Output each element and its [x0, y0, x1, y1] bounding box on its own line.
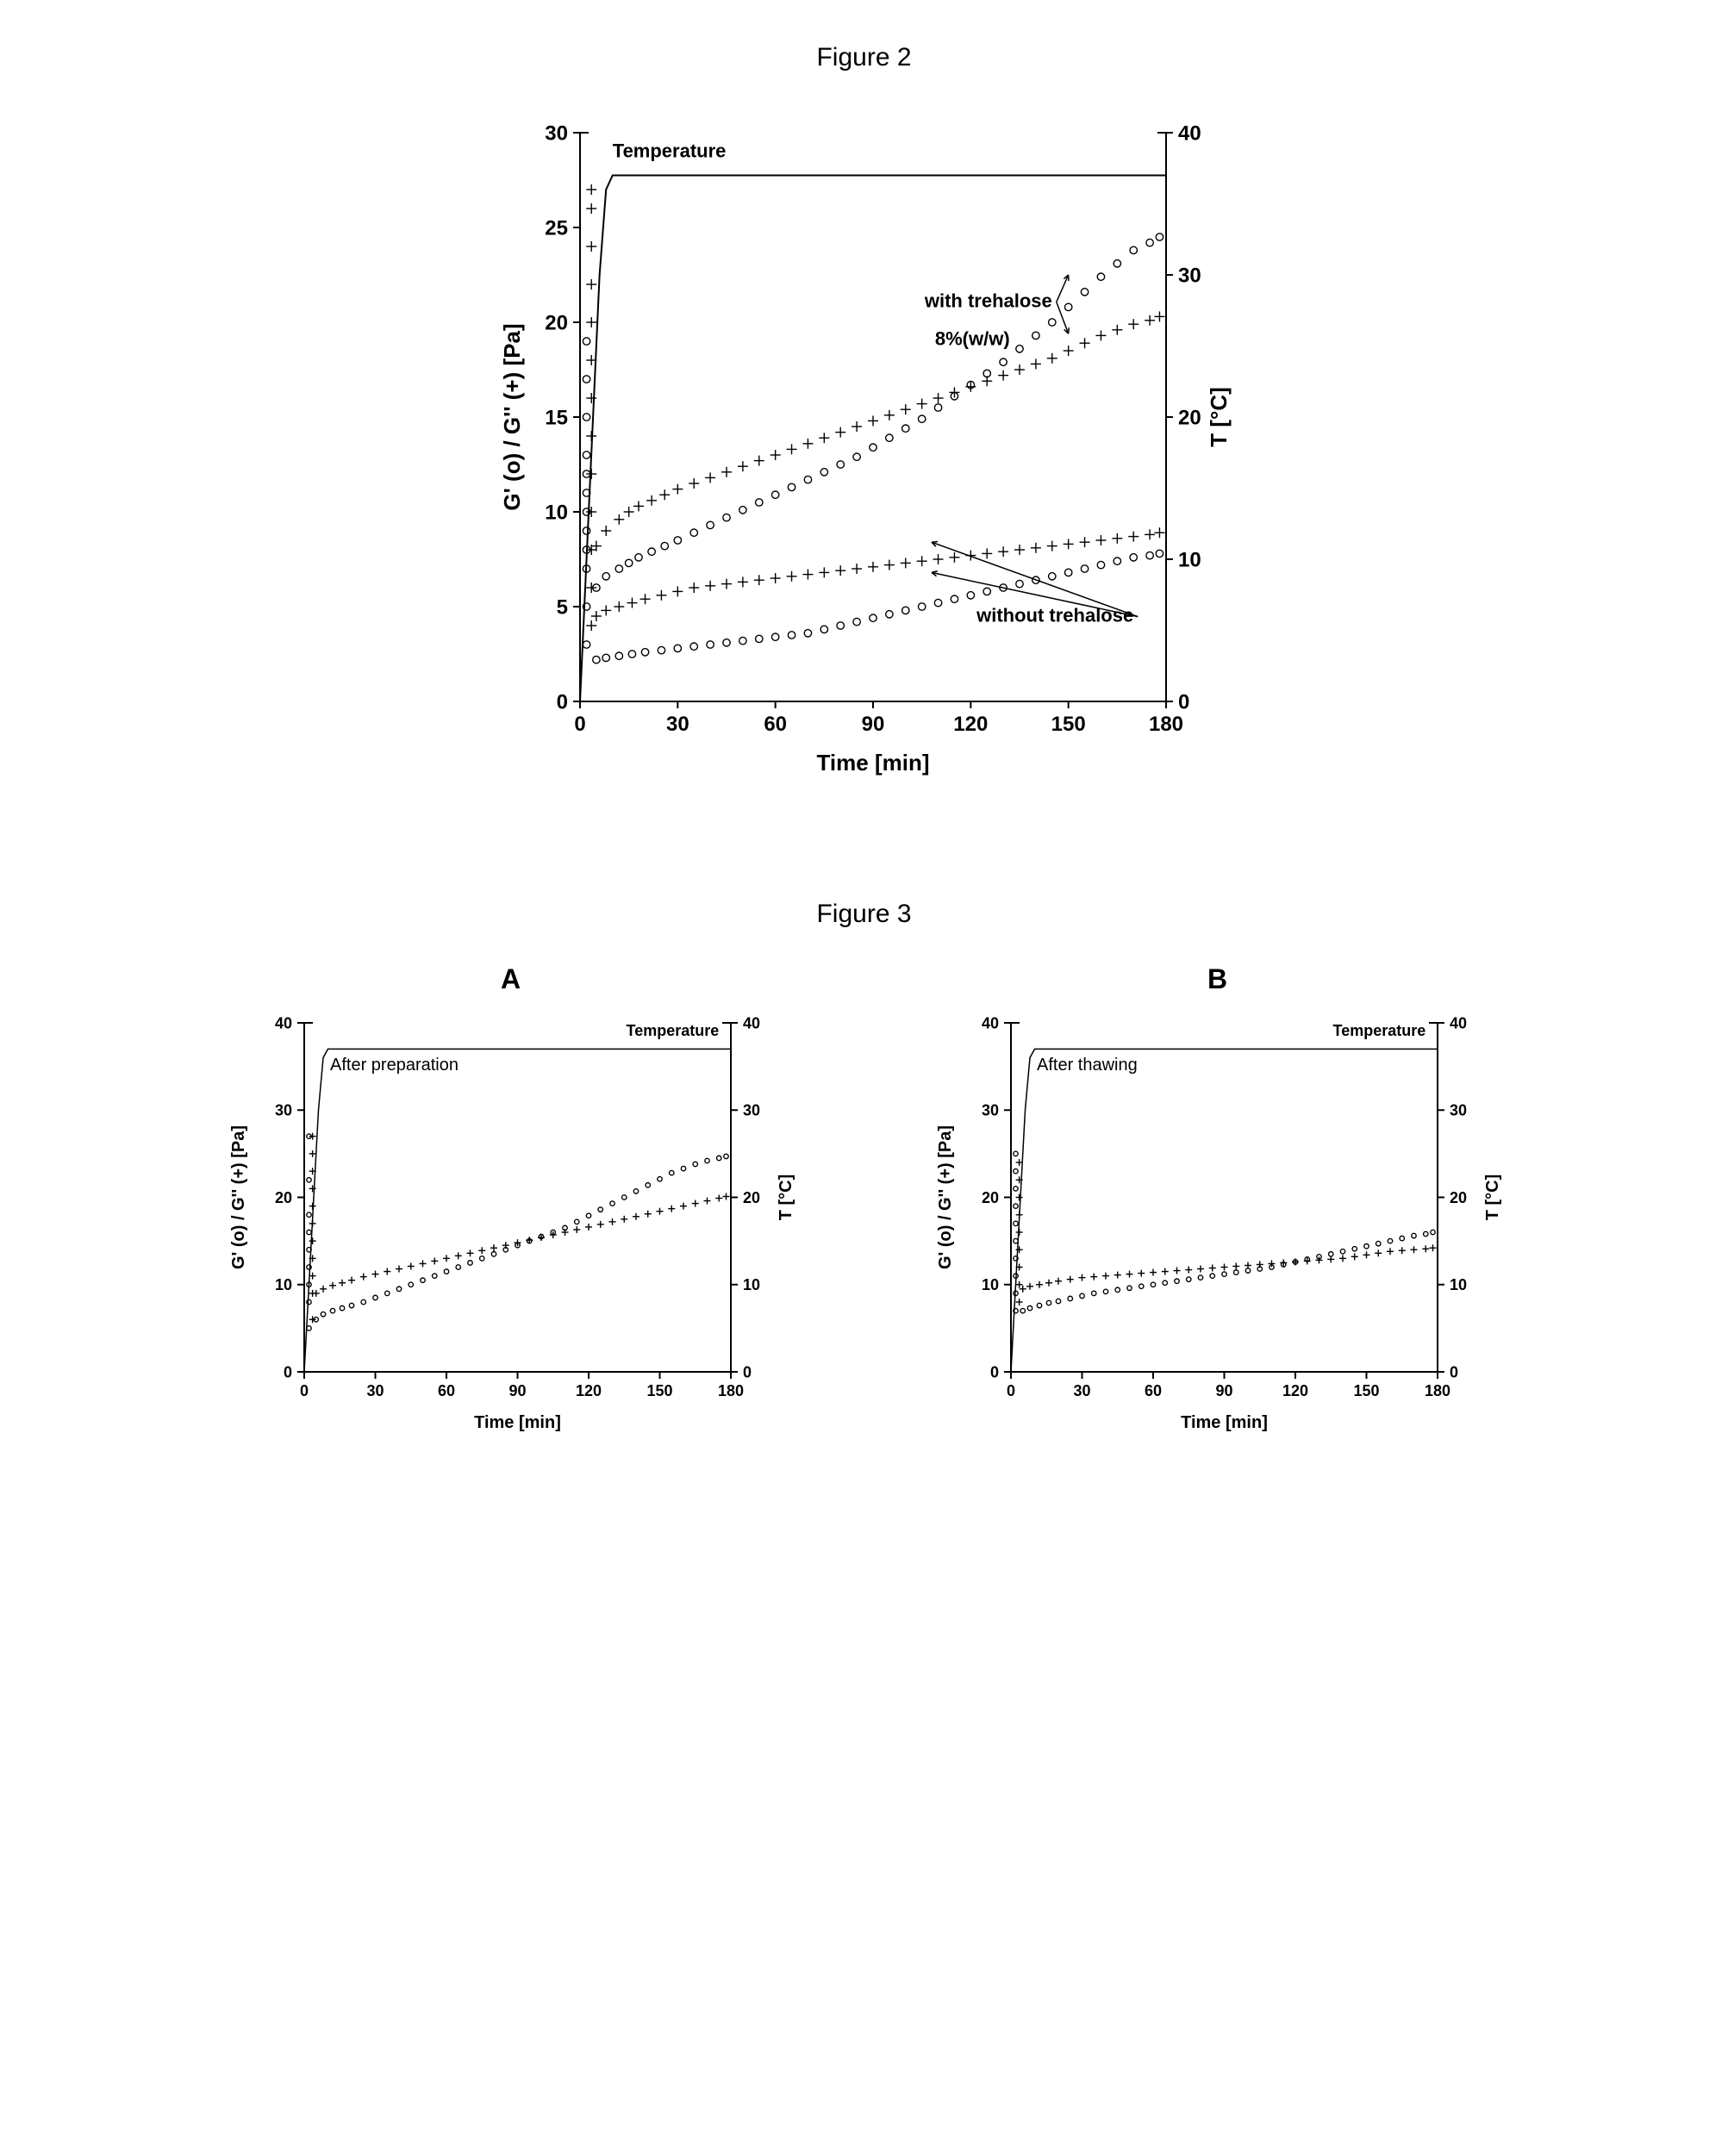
svg-text:5: 5 — [556, 595, 567, 619]
svg-text:T [°C]: T [°C] — [777, 1175, 795, 1221]
figure-2: Figure 2 0306090120150180051015202530010… — [69, 43, 1659, 779]
svg-text:Time [min]: Time [min] — [474, 1413, 561, 1432]
svg-text:0: 0 — [989, 1363, 998, 1380]
figure-3b-chart: 0306090120150180010203040010203040Time [… — [916, 1006, 1519, 1436]
svg-text:30: 30 — [274, 1102, 291, 1119]
svg-text:After thawing: After thawing — [1037, 1056, 1138, 1075]
svg-text:Temperature: Temperature — [612, 140, 726, 162]
svg-text:25: 25 — [545, 216, 568, 240]
svg-text:0: 0 — [556, 690, 567, 713]
svg-text:30: 30 — [366, 1382, 384, 1399]
svg-text:10: 10 — [274, 1276, 291, 1293]
svg-text:0: 0 — [1178, 690, 1189, 713]
svg-text:10: 10 — [743, 1276, 760, 1293]
svg-text:40: 40 — [981, 1014, 998, 1031]
svg-text:10: 10 — [1450, 1276, 1467, 1293]
panel-a-label: A — [501, 963, 521, 995]
svg-text:30: 30 — [545, 122, 568, 145]
svg-text:90: 90 — [508, 1382, 526, 1399]
svg-text:120: 120 — [953, 713, 988, 736]
svg-text:150: 150 — [646, 1382, 672, 1399]
figure-3-title: Figure 3 — [69, 900, 1659, 929]
svg-text:0: 0 — [574, 713, 585, 736]
svg-text:90: 90 — [861, 713, 884, 736]
svg-text:20: 20 — [274, 1189, 291, 1206]
svg-text:Time [min]: Time [min] — [1181, 1413, 1268, 1432]
svg-text:0: 0 — [283, 1363, 291, 1380]
svg-text:with trehalose: with trehalose — [923, 290, 1051, 311]
svg-text:60: 60 — [437, 1382, 454, 1399]
svg-text:20: 20 — [545, 311, 568, 334]
svg-text:0: 0 — [1006, 1382, 1014, 1399]
svg-text:30: 30 — [743, 1102, 760, 1119]
svg-text:without trehalose: without trehalose — [976, 605, 1133, 626]
svg-text:G' (o) / G'' (+) [Pa]: G' (o) / G'' (+) [Pa] — [229, 1125, 248, 1269]
svg-text:15: 15 — [545, 406, 568, 429]
svg-text:180: 180 — [1424, 1382, 1450, 1399]
svg-text:Temperature: Temperature — [626, 1022, 719, 1039]
svg-text:0: 0 — [1450, 1363, 1458, 1380]
svg-text:30: 30 — [1450, 1102, 1467, 1119]
svg-text:180: 180 — [717, 1382, 743, 1399]
figure-3: Figure 3 A 03060901201501800102030400102… — [69, 900, 1659, 1436]
svg-text:90: 90 — [1215, 1382, 1232, 1399]
svg-text:30: 30 — [665, 713, 689, 736]
svg-text:After preparation: After preparation — [330, 1056, 459, 1075]
svg-text:120: 120 — [1282, 1382, 1307, 1399]
svg-text:20: 20 — [1178, 406, 1201, 429]
svg-text:Time [min]: Time [min] — [816, 750, 929, 776]
svg-text:10: 10 — [545, 501, 568, 524]
svg-text:150: 150 — [1353, 1382, 1379, 1399]
svg-text:10: 10 — [1178, 548, 1201, 571]
svg-text:8%(w/w): 8%(w/w) — [934, 327, 1009, 349]
svg-text:20: 20 — [1450, 1189, 1467, 1206]
svg-text:G' (o) / G'' (+) [Pa]: G' (o) / G'' (+) [Pa] — [499, 323, 525, 510]
svg-text:60: 60 — [764, 713, 787, 736]
svg-text:180: 180 — [1148, 713, 1182, 736]
svg-text:G' (o) / G'' (+) [Pa]: G' (o) / G'' (+) [Pa] — [936, 1125, 955, 1269]
svg-text:60: 60 — [1144, 1382, 1161, 1399]
svg-text:30: 30 — [1178, 264, 1201, 287]
svg-text:40: 40 — [1450, 1014, 1467, 1031]
svg-text:20: 20 — [981, 1189, 998, 1206]
svg-text:150: 150 — [1051, 713, 1085, 736]
figure-2-chart: 0306090120150180051015202530010203040Tim… — [468, 107, 1261, 779]
svg-text:40: 40 — [1178, 122, 1201, 145]
svg-text:T [°C]: T [°C] — [1206, 387, 1232, 447]
svg-text:0: 0 — [743, 1363, 752, 1380]
svg-text:30: 30 — [981, 1102, 998, 1119]
svg-text:120: 120 — [575, 1382, 601, 1399]
svg-text:30: 30 — [1073, 1382, 1090, 1399]
svg-text:0: 0 — [299, 1382, 308, 1399]
svg-text:20: 20 — [743, 1189, 760, 1206]
svg-text:40: 40 — [743, 1014, 760, 1031]
figure-3a-chart: 0306090120150180010203040010203040Time [… — [209, 1006, 813, 1436]
svg-text:10: 10 — [981, 1276, 998, 1293]
svg-text:Temperature: Temperature — [1332, 1022, 1425, 1039]
svg-text:T [°C]: T [°C] — [1483, 1175, 1502, 1221]
figure-2-title: Figure 2 — [69, 43, 1659, 72]
panel-b-label: B — [1207, 963, 1227, 995]
svg-text:40: 40 — [274, 1014, 291, 1031]
